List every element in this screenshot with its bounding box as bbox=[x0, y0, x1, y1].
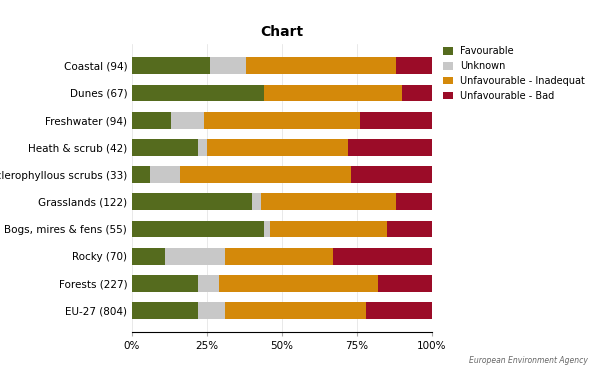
Bar bbox=[264, 221, 270, 237]
Bar bbox=[204, 112, 360, 129]
Bar bbox=[207, 139, 348, 156]
Bar bbox=[132, 248, 165, 265]
Bar bbox=[132, 112, 171, 129]
Bar bbox=[225, 248, 333, 265]
Bar bbox=[348, 139, 432, 156]
Bar bbox=[402, 85, 432, 101]
Legend: Favourable, Unknown, Unfavourable - Inadequat, Unfavourable - Bad: Favourable, Unknown, Unfavourable - Inad… bbox=[443, 46, 585, 101]
Bar bbox=[219, 275, 378, 292]
Title: Chart: Chart bbox=[260, 25, 304, 39]
Text: European Environment Agency: European Environment Agency bbox=[469, 356, 588, 365]
Bar bbox=[150, 166, 180, 183]
Bar bbox=[210, 57, 246, 74]
Bar bbox=[360, 112, 432, 129]
Bar bbox=[333, 248, 432, 265]
Bar bbox=[132, 85, 264, 101]
Bar bbox=[132, 221, 264, 237]
Bar bbox=[132, 302, 198, 319]
Bar bbox=[198, 275, 219, 292]
Bar bbox=[366, 302, 432, 319]
Bar bbox=[132, 57, 210, 74]
Bar bbox=[171, 112, 204, 129]
Bar bbox=[180, 166, 351, 183]
Bar bbox=[132, 166, 150, 183]
Bar bbox=[396, 57, 432, 74]
Bar bbox=[225, 302, 366, 319]
Bar bbox=[198, 302, 225, 319]
Bar bbox=[351, 166, 432, 183]
Bar bbox=[132, 193, 252, 210]
Bar bbox=[246, 57, 396, 74]
Bar bbox=[252, 193, 261, 210]
Bar bbox=[261, 193, 396, 210]
Bar bbox=[270, 221, 387, 237]
Bar bbox=[264, 85, 402, 101]
Bar bbox=[165, 248, 225, 265]
Bar bbox=[387, 221, 432, 237]
Bar bbox=[378, 275, 432, 292]
Bar bbox=[396, 193, 432, 210]
Bar bbox=[132, 139, 198, 156]
Bar bbox=[132, 275, 198, 292]
Bar bbox=[198, 139, 207, 156]
